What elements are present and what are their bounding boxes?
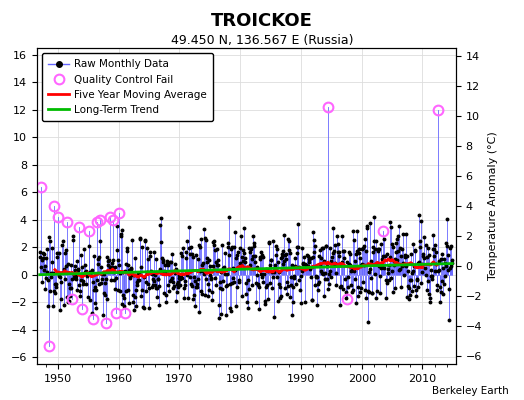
Legend: Raw Monthly Data, Quality Control Fail, Five Year Moving Average, Long-Term Tren: Raw Monthly Data, Quality Control Fail, …: [42, 53, 213, 121]
Y-axis label: Temperature Anomaly (°C): Temperature Anomaly (°C): [488, 132, 498, 280]
Text: Berkeley Earth: Berkeley Earth: [432, 386, 508, 396]
Text: 49.450 N, 136.567 E (Russia): 49.450 N, 136.567 E (Russia): [171, 34, 353, 47]
Text: TROICKOE: TROICKOE: [211, 12, 313, 30]
